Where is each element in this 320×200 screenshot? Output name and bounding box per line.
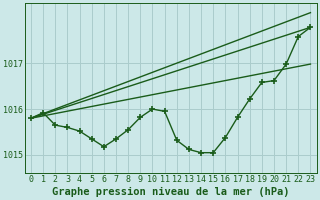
X-axis label: Graphe pression niveau de la mer (hPa): Graphe pression niveau de la mer (hPa): [52, 186, 290, 197]
